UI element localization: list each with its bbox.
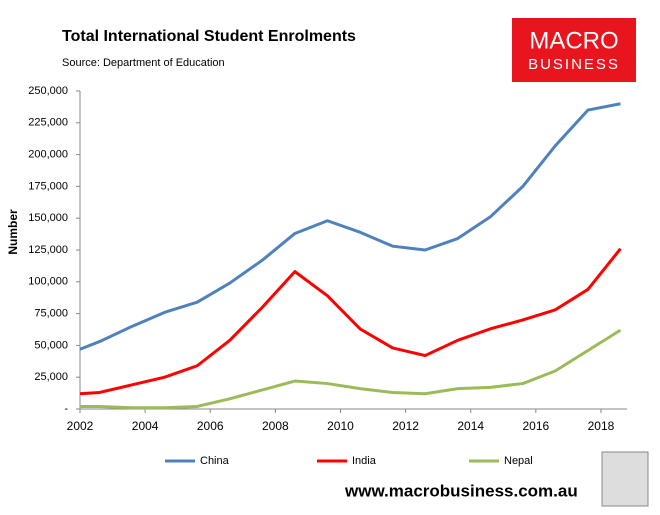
y-tick-label: 175,000 [28, 180, 68, 192]
x-tick-label: 2008 [262, 419, 289, 433]
legend-label: China [200, 455, 230, 467]
x-tick-label: 2012 [392, 419, 419, 433]
logo-text: BUSINESS [528, 56, 620, 73]
y-tick-label: - [64, 403, 68, 415]
x-tick-label: 2006 [197, 419, 224, 433]
logo-text: MACRO [529, 27, 618, 54]
series-line [79, 102, 621, 351]
x-tick-label: 2004 [132, 419, 159, 433]
y-tick-label: 250,000 [28, 85, 68, 97]
series-line [79, 247, 622, 396]
y-axis-label: Number [6, 209, 20, 255]
series-line [80, 328, 622, 410]
chart-title: Total International Student Enrolments [62, 28, 356, 45]
x-tick-label: 2010 [327, 419, 354, 433]
y-tick-label: 50,000 [34, 339, 68, 351]
logo-box [512, 18, 636, 82]
y-tick-label: 125,000 [28, 244, 68, 256]
legend-label: India [352, 455, 377, 467]
legend-label: Nepal [504, 455, 533, 467]
chart-subtitle: Source: Department of Education [62, 57, 225, 69]
y-tick-label: 200,000 [28, 149, 68, 161]
y-tick-label: 225,000 [28, 117, 68, 129]
x-tick-label: 2014 [457, 419, 484, 433]
y-tick-label: 25,000 [34, 371, 68, 383]
y-tick-label: 75,000 [34, 308, 68, 320]
x-tick-label: 2016 [522, 419, 549, 433]
x-tick-label: 2002 [67, 419, 94, 433]
y-tick-label: 100,000 [28, 276, 68, 288]
wolf-icon [601, 451, 649, 507]
x-tick-label: 2018 [588, 419, 615, 433]
footer: www.macrobusiness.com.au [344, 481, 578, 500]
y-tick-label: 150,000 [28, 212, 68, 224]
